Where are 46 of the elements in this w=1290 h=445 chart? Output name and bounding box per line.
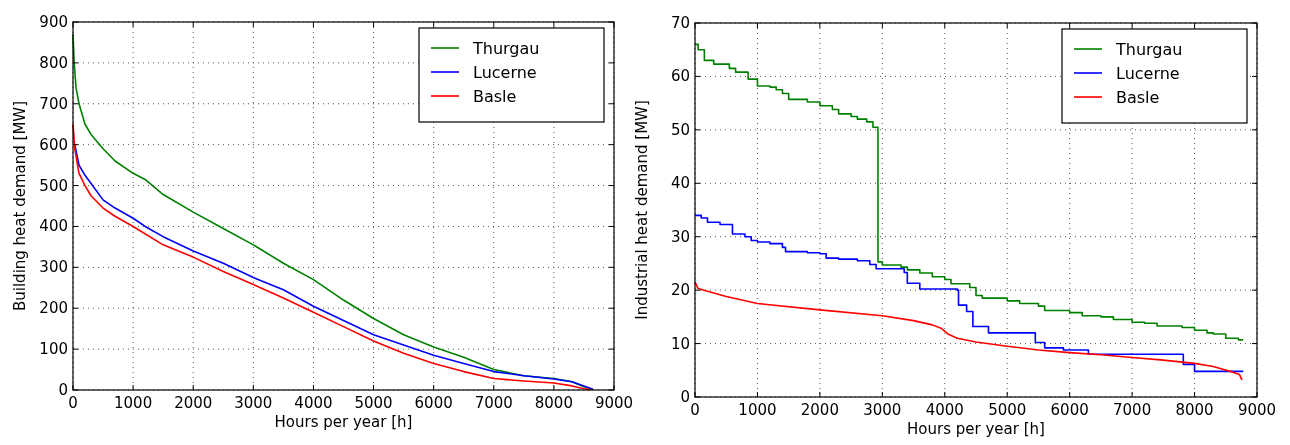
x-tick-label: 1000: [114, 394, 153, 412]
y-tick-label: 30: [670, 227, 690, 246]
legend-label: Basle: [473, 87, 517, 106]
x-tick-label: 4000: [925, 401, 964, 419]
x-tick-label: 9000: [1237, 401, 1277, 419]
x-tick-label: 8000: [1175, 401, 1214, 419]
y-tick-label: 40: [670, 174, 690, 193]
x-tick-label: 7000: [474, 394, 513, 412]
legend-label: Thurgau: [472, 39, 540, 58]
y-tick-label: 70: [670, 14, 690, 32]
y-tick-label: 10: [670, 334, 690, 353]
x-tick-label: 3000: [234, 394, 273, 412]
x-tick-label: 5000: [354, 394, 393, 412]
x-tick-label: 9000: [594, 394, 634, 412]
x-tick-label: 5000: [988, 401, 1027, 419]
y-tick-label: 900: [39, 13, 68, 31]
x-tick-label: 3000: [863, 401, 902, 419]
legend-label: Lucerne: [1116, 64, 1180, 83]
legend-label: Lucerne: [473, 63, 537, 82]
y-tick-label: 400: [39, 217, 68, 236]
y-tick-label: 100: [39, 340, 68, 359]
x-axis-title: Hours per year [h]: [907, 420, 1045, 438]
y-tick-label: 0: [58, 381, 68, 399]
y-tick-label: 500: [39, 176, 68, 195]
x-tick-label: 6000: [1050, 401, 1089, 419]
y-tick-label: 20: [670, 281, 690, 300]
y-axis-title: Industrial heat demand [MW]: [633, 100, 651, 320]
y-tick-label: 600: [39, 135, 68, 154]
x-tick-label: 2000: [174, 394, 213, 412]
line-series: [694, 281, 1243, 381]
x-tick-label: 8000: [534, 394, 573, 412]
x-tick-label: 2000: [800, 401, 839, 419]
y-tick-label: 800: [39, 53, 68, 72]
y-axis-title: Building heat demand [MW]: [11, 100, 29, 312]
x-axis-title: Hours per year [h]: [274, 413, 413, 431]
y-tick-label: 60: [670, 67, 690, 86]
x-tick-label: 1000: [738, 401, 777, 419]
y-tick-label: 300: [39, 258, 68, 277]
legend-label: Basle: [1116, 88, 1160, 107]
y-tick-label: 700: [39, 94, 68, 113]
legend-label: Thurgau: [1115, 40, 1183, 59]
x-tick-label: 4000: [294, 394, 333, 412]
y-tick-label: 200: [39, 299, 68, 318]
x-tick-label: 7000: [1113, 401, 1152, 419]
x-tick-label: 6000: [414, 394, 453, 412]
y-tick-label: 50: [670, 120, 690, 139]
